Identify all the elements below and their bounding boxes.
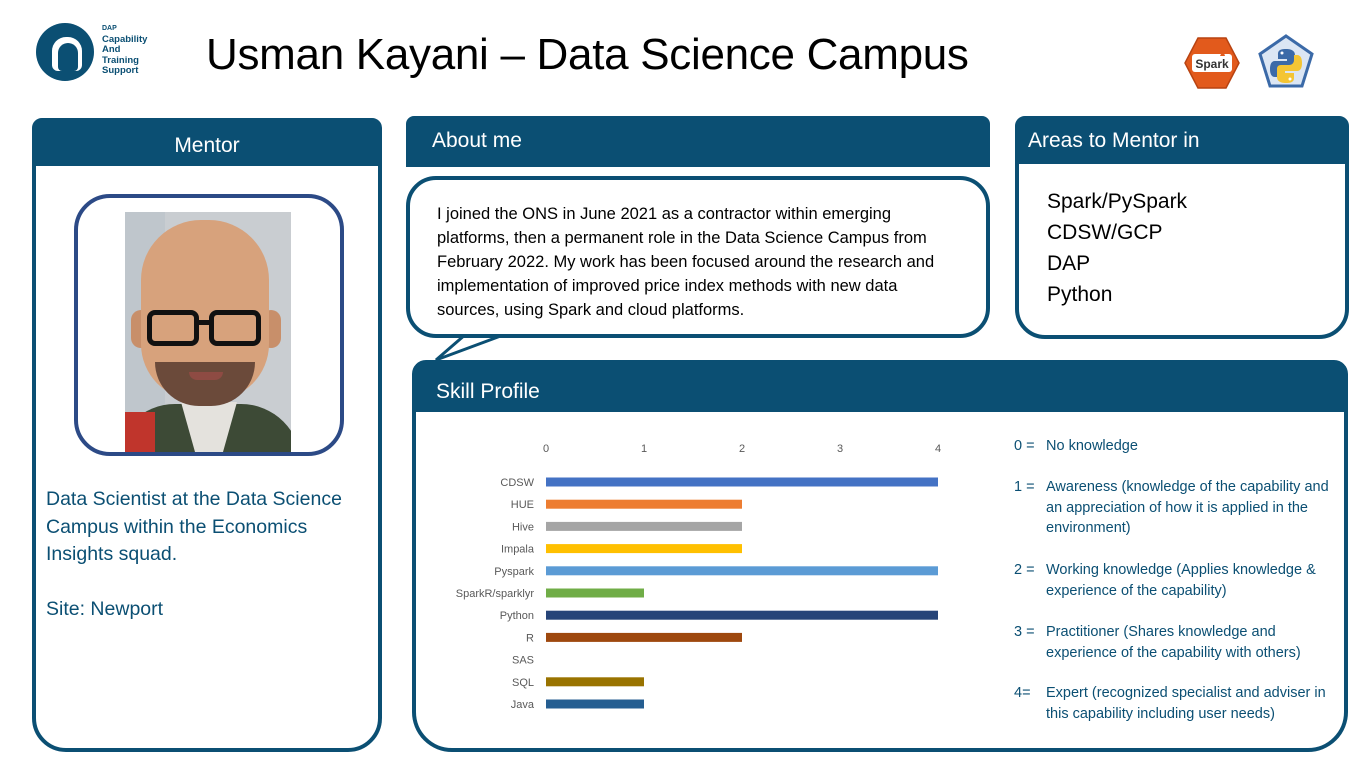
areas-card: Areas to Mentor in Spark/PySpark CDSW/GC…: [1015, 116, 1349, 339]
legend-description: Working knowledge (Applies knowledge & e…: [1046, 562, 1316, 599]
spark-icon: Spark: [1184, 37, 1240, 89]
skill-profile-card: Skill Profile 0 1 2 3 4 CDSW HUE Hive Impala Pysp…: [412, 360, 1348, 752]
y-category-label-7: R: [526, 632, 534, 644]
bar-pyspark: [546, 566, 938, 576]
about-text: I joined the ONS in June 2021 as a contr…: [437, 205, 935, 319]
mentor-card: Mentor Data Scientist at the Data Scienc…: [32, 118, 382, 752]
bar-impala: [546, 544, 742, 554]
bar-cdsw: [546, 477, 938, 487]
legend-description: No knowledge: [1046, 438, 1138, 454]
legend-description: Expert (recognized specialist and advise…: [1046, 685, 1326, 722]
y-category-label-3: Impala: [501, 544, 535, 556]
bar-sparkr-sparklyr: [546, 588, 644, 598]
x-tick-label-0: 0: [543, 443, 549, 455]
y-category-label-2: Hive: [512, 521, 534, 533]
x-tick-label-2: 2: [739, 443, 745, 455]
mentor-site: Site: Newport: [46, 597, 164, 620]
y-category-label-10: Java: [511, 699, 535, 711]
legend-description: Awareness (knowledge of the capability a…: [1046, 479, 1329, 536]
bar-python: [546, 610, 938, 620]
dap-logo: DAP Capability And Training Support: [36, 20, 156, 86]
x-tick-label-4: 4: [935, 443, 941, 455]
areas-list: Spark/PySpark CDSW/GCP DAP Python: [1047, 186, 1187, 310]
bar-java: [546, 699, 644, 709]
mentor-header: Mentor: [36, 122, 378, 166]
area-item: Python: [1047, 283, 1113, 306]
area-item: Spark/PySpark: [1047, 190, 1188, 213]
bar-hive: [546, 521, 742, 531]
about-header: About me: [406, 116, 990, 167]
cat-logo-icon: [36, 23, 94, 81]
x-tick-label-1: 1: [641, 443, 647, 455]
areas-header: Areas to Mentor in: [1019, 120, 1345, 164]
mentor-photo: [125, 212, 291, 452]
logo-line-and: And: [102, 44, 121, 55]
python-icon: [1258, 34, 1314, 88]
bar-hue: [546, 499, 742, 509]
y-category-label-9: SQL: [512, 677, 534, 689]
x-tick-label-3: 3: [837, 443, 843, 455]
page-title: Usman Kayani – Data Science Campus: [206, 30, 969, 79]
legend-level: 2 =: [1014, 562, 1035, 578]
logo-line-support: Support: [102, 65, 139, 76]
y-category-label-5: SparkR/sparklyr: [456, 588, 535, 600]
y-category-label-6: Python: [500, 610, 534, 622]
y-category-label-1: HUE: [511, 499, 534, 511]
about-speech-bubble: I joined the ONS in June 2021 as a contr…: [406, 176, 990, 338]
area-item: CDSW/GCP: [1047, 221, 1163, 244]
y-category-label-0: CDSW: [500, 477, 534, 489]
legend-level: 3 =: [1014, 624, 1035, 640]
logo-line-dap: DAP: [102, 25, 117, 32]
skill-bar-chart: 0 1 2 3 4 CDSW HUE Hive Impala Pyspark SparkR/spar…: [456, 443, 941, 711]
y-category-label-8: SAS: [512, 655, 534, 667]
mentor-photo-frame: [74, 194, 344, 456]
logo-text: DAP Capability And Training Support: [102, 24, 147, 77]
spark-icon-label: Spark: [1195, 57, 1229, 71]
legend-level: 1 =: [1014, 479, 1035, 495]
y-category-label-4: Pyspark: [494, 566, 534, 578]
logo-line-capability: Capability: [102, 33, 148, 45]
logo-line-training: Training: [102, 54, 139, 66]
legend-level: 0 =: [1014, 438, 1035, 454]
skill-header: Skill Profile: [416, 364, 1344, 412]
mentor-description: Data Scientist at the Data Science Campu…: [46, 488, 342, 565]
legend-description: Practitioner (Shares knowledge and exper…: [1046, 624, 1301, 661]
bar-sql: [546, 677, 644, 687]
legend-level: 4=: [1014, 685, 1031, 701]
mentor-description-block: Data Scientist at the Data Science Campu…: [46, 486, 366, 623]
bar-r: [546, 632, 742, 642]
area-item: DAP: [1047, 252, 1091, 275]
